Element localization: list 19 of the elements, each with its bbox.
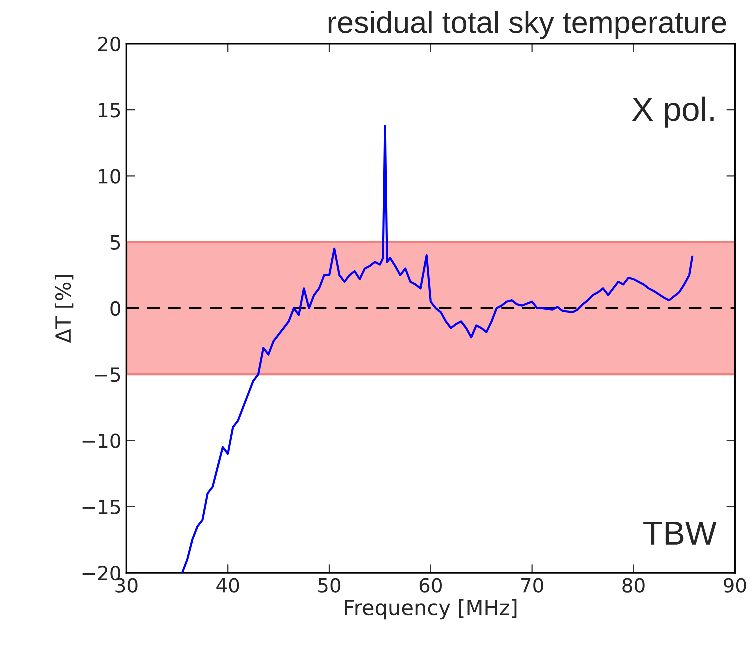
- y-axis-title: ΔT [%]: [55, 275, 74, 344]
- x-tick-label: 90: [724, 578, 746, 593]
- y-tick-label: −15: [82, 500, 120, 515]
- x-axis-title: Frequency [MHz]: [345, 599, 517, 620]
- annotation: TBW: [644, 522, 717, 545]
- x-tick-label: 40: [216, 578, 240, 593]
- y-tick-label: −5: [95, 368, 120, 382]
- y-tick-label: 5: [110, 236, 120, 250]
- y-tick-label: 20: [98, 36, 121, 52]
- y-tick-label: 0: [110, 301, 121, 316]
- x-tick-label: 50: [318, 578, 341, 593]
- annotation: X pol.: [632, 96, 714, 128]
- chart-title: residual total sky temperature: [328, 10, 726, 40]
- x-tick-label: 80: [622, 578, 645, 593]
- y-tick-label: 15: [99, 103, 120, 118]
- y-tick-label: −10: [82, 434, 121, 448]
- x-tick-label: 60: [420, 578, 442, 593]
- y-tick-label: 10: [99, 169, 121, 184]
- x-tick-label: 70: [522, 578, 544, 593]
